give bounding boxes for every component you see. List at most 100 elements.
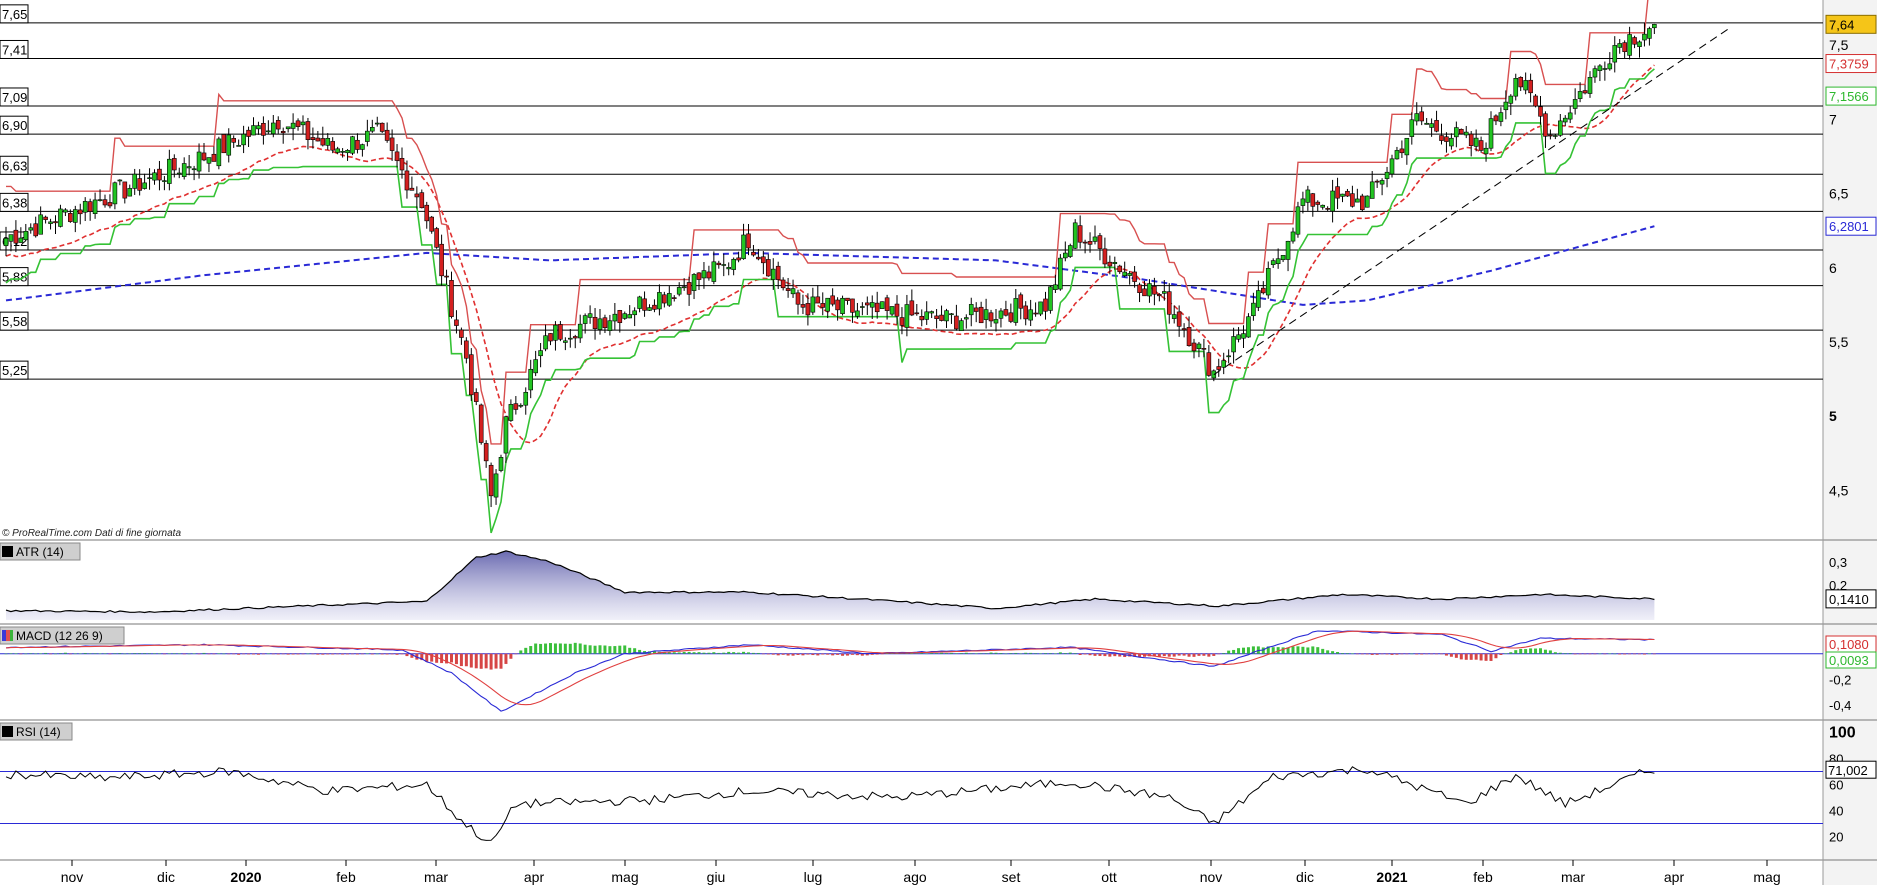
- last-value-label: 7,1566: [1829, 89, 1869, 104]
- candle-body: [869, 302, 875, 308]
- candle-body: [310, 137, 316, 140]
- candle-body: [909, 300, 915, 316]
- candle-body: [1320, 204, 1325, 208]
- candle-body: [567, 337, 573, 340]
- macd-histogram-bar: [355, 653, 359, 655]
- candle-body: [483, 443, 489, 462]
- macd-histogram-bar: [786, 653, 790, 656]
- candle-body: [805, 303, 811, 316]
- macd-histogram-bar: [1053, 653, 1057, 655]
- macd-last-box: [1825, 651, 1877, 669]
- candle-body: [657, 292, 662, 310]
- macd-histogram-bar: [306, 653, 310, 655]
- macd-histogram-bar: [207, 653, 211, 655]
- candle-body: [231, 138, 236, 143]
- candle-body: [186, 166, 192, 169]
- candle-body: [864, 302, 870, 306]
- candle-body: [28, 227, 34, 231]
- candle-body: [879, 301, 885, 309]
- macd-histogram-bar: [1563, 653, 1567, 654]
- macd-histogram-bar: [1014, 652, 1018, 654]
- macd-histogram-bar: [217, 653, 221, 654]
- macd-histogram-bar: [247, 653, 251, 655]
- macd-histogram-bar: [1306, 647, 1310, 654]
- last-value-label: 7,3759: [1829, 57, 1869, 72]
- candle-body: [1518, 77, 1523, 88]
- macd-histogram-bar: [346, 653, 350, 655]
- level-label-box: [0, 4, 29, 24]
- level-label-box: [0, 360, 29, 380]
- candle-body: [706, 271, 712, 279]
- macd-histogram-bar: [850, 653, 854, 655]
- candle-body: [181, 163, 187, 177]
- atr-area: [6, 550, 1655, 620]
- candle-body: [1023, 305, 1029, 320]
- candle-body: [973, 307, 979, 312]
- macd-histogram-bar: [756, 652, 760, 654]
- macd-histogram-bar: [885, 653, 889, 654]
- macd-histogram-bar: [1232, 649, 1236, 654]
- time-tick-label: mag: [611, 869, 638, 885]
- macd-histogram-bar: [984, 653, 988, 654]
- candle-body: [1632, 37, 1637, 45]
- level-label-box: [0, 115, 29, 135]
- candle-body: [1067, 245, 1073, 257]
- macd-histogram-bar: [677, 652, 681, 654]
- macd-histogram-bar: [63, 652, 67, 654]
- macd-histogram-bar: [1019, 653, 1023, 655]
- candle-body: [1478, 140, 1484, 151]
- macd-histogram-bar: [182, 653, 186, 655]
- candle-body: [1087, 241, 1093, 245]
- candle-body: [1196, 343, 1202, 349]
- macd-histogram-bar: [1192, 653, 1196, 657]
- macd-histogram-bar: [1642, 653, 1646, 655]
- time-tick-label: nov: [1200, 869, 1223, 885]
- macd-histogram-bar: [420, 653, 424, 661]
- macd-histogram-bar: [326, 653, 330, 655]
- macd-histogram-bar: [484, 653, 488, 669]
- macd-histogram-bar: [450, 653, 453, 663]
- candle-body: [399, 157, 405, 171]
- macd-histogram-bar: [826, 653, 830, 655]
- macd-histogram-bar: [1514, 650, 1518, 654]
- macd-histogram-bar: [138, 653, 142, 654]
- rsi-tick-label: 100: [1829, 725, 1856, 742]
- candle-body: [1038, 301, 1043, 315]
- macd-histogram-bar: [959, 653, 963, 654]
- macd-histogram-bar: [1444, 653, 1448, 656]
- candle-body: [1028, 309, 1033, 321]
- macd-histogram-bar: [573, 642, 577, 654]
- candle-body: [904, 304, 910, 328]
- macd-histogram-bar: [1227, 650, 1231, 654]
- candle-body: [642, 298, 647, 311]
- macd-histogram-bar: [1638, 653, 1641, 655]
- candle-body: [38, 214, 43, 235]
- candle-body: [394, 151, 400, 161]
- macd-histogram-bar: [613, 646, 617, 654]
- macd-histogram-bar: [771, 653, 775, 655]
- macd-histogram-bar: [1024, 652, 1028, 654]
- candle-body: [280, 131, 286, 134]
- candle-body: [172, 158, 177, 171]
- candle-body: [379, 122, 385, 132]
- candle-body: [162, 180, 167, 182]
- candle-body: [1538, 106, 1543, 117]
- candle-body: [518, 404, 524, 407]
- macd-histogram-bar: [865, 653, 869, 656]
- macd-histogram-bar: [766, 653, 770, 655]
- macd-histogram-bar: [964, 652, 968, 654]
- candle-body: [597, 318, 603, 330]
- candle-body: [1374, 180, 1380, 183]
- macd-histogram-bar: [519, 650, 523, 654]
- candle-body: [1592, 68, 1598, 78]
- candle-body: [1330, 190, 1335, 212]
- candle-body: [196, 151, 202, 172]
- candle-body: [1449, 137, 1454, 147]
- macd-histogram-bar: [504, 653, 508, 664]
- macd-histogram-bar: [1336, 652, 1340, 654]
- macd-histogram-bar: [534, 643, 538, 654]
- macd-histogram-bar: [1118, 653, 1122, 657]
- candle-body: [1127, 273, 1132, 276]
- candle-body: [558, 324, 563, 340]
- time-tick-label: mar: [1561, 869, 1585, 885]
